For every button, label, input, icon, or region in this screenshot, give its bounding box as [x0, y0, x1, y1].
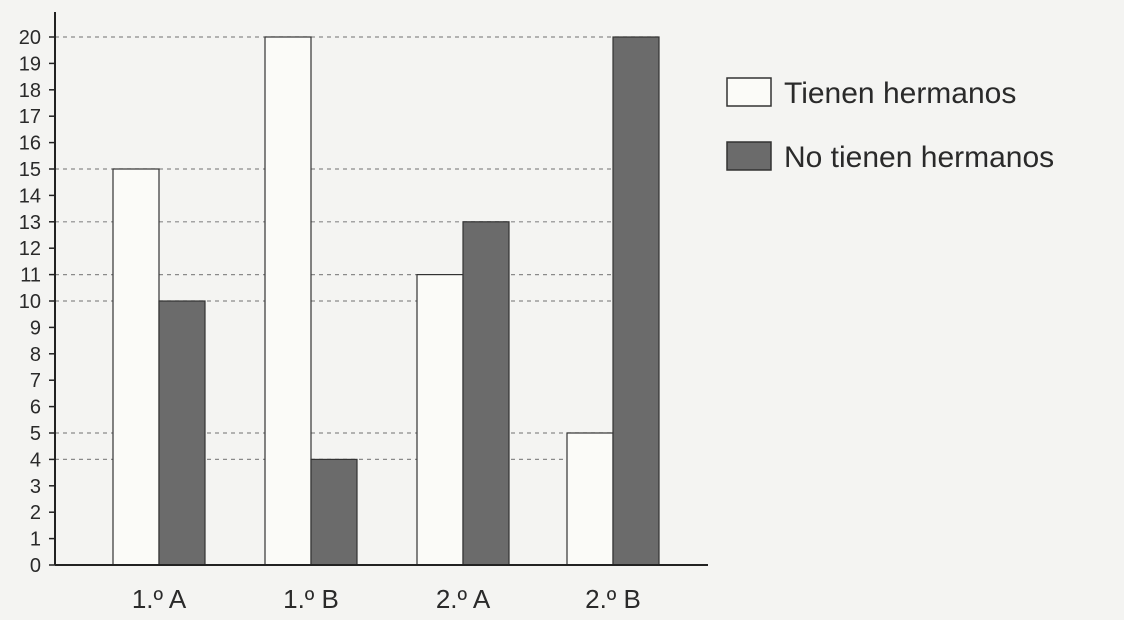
bars	[112, 36, 660, 566]
legend: Tienen hermanos No tienen hermanos	[726, 77, 1054, 174]
y-tick-label: 19	[19, 53, 41, 75]
x-category-label: 2.º A	[436, 584, 491, 614]
bar-tienen-1	[264, 36, 312, 566]
y-tick-label: 4	[30, 449, 41, 471]
bar-tienen-2	[416, 274, 464, 566]
y-tick-label: 0	[30, 555, 41, 577]
x-category-label: 2.º B	[585, 584, 641, 614]
x-category-label: 1.º A	[132, 584, 187, 614]
bar-tienen-3	[566, 432, 614, 566]
y-tick-label: 2	[30, 502, 41, 524]
y-tick-label: 5	[30, 423, 41, 445]
x-category-label: 1.º B	[283, 584, 339, 614]
y-tick-label: 20	[19, 27, 41, 49]
y-tick-label: 10	[19, 291, 41, 313]
y-tick-label: 12	[19, 238, 41, 260]
y-tick-label: 7	[30, 370, 41, 392]
legend-label: No tienen hermanos	[784, 141, 1054, 174]
bar-no-tienen-0	[158, 300, 206, 566]
y-tick-label: 16	[19, 133, 41, 155]
legend-label: Tienen hermanos	[784, 77, 1016, 110]
bar-no-tienen-2	[462, 221, 510, 566]
y-tick-label: 13	[19, 212, 41, 234]
y-tick-label: 8	[30, 344, 41, 366]
legend-swatch	[726, 77, 772, 107]
y-tick-label: 6	[30, 397, 41, 419]
bar-no-tienen-3	[612, 36, 660, 566]
y-tick-label: 1	[30, 529, 41, 551]
y-tick-label: 17	[19, 106, 41, 128]
y-tick-label: 9	[30, 317, 41, 339]
y-tick-label: 14	[19, 185, 41, 207]
bar-tienen-0	[112, 168, 160, 566]
y-tick-label: 3	[30, 476, 41, 498]
y-tick-label: 18	[19, 80, 41, 102]
axes	[54, 12, 708, 566]
y-tick-label: 15	[19, 159, 41, 181]
y-tick-label: 11	[20, 265, 41, 287]
bar-no-tienen-1	[310, 458, 358, 566]
x-axis-labels: 1.º A 1.º B 2.º A 2.º B	[132, 584, 641, 614]
legend-swatch	[726, 141, 772, 171]
